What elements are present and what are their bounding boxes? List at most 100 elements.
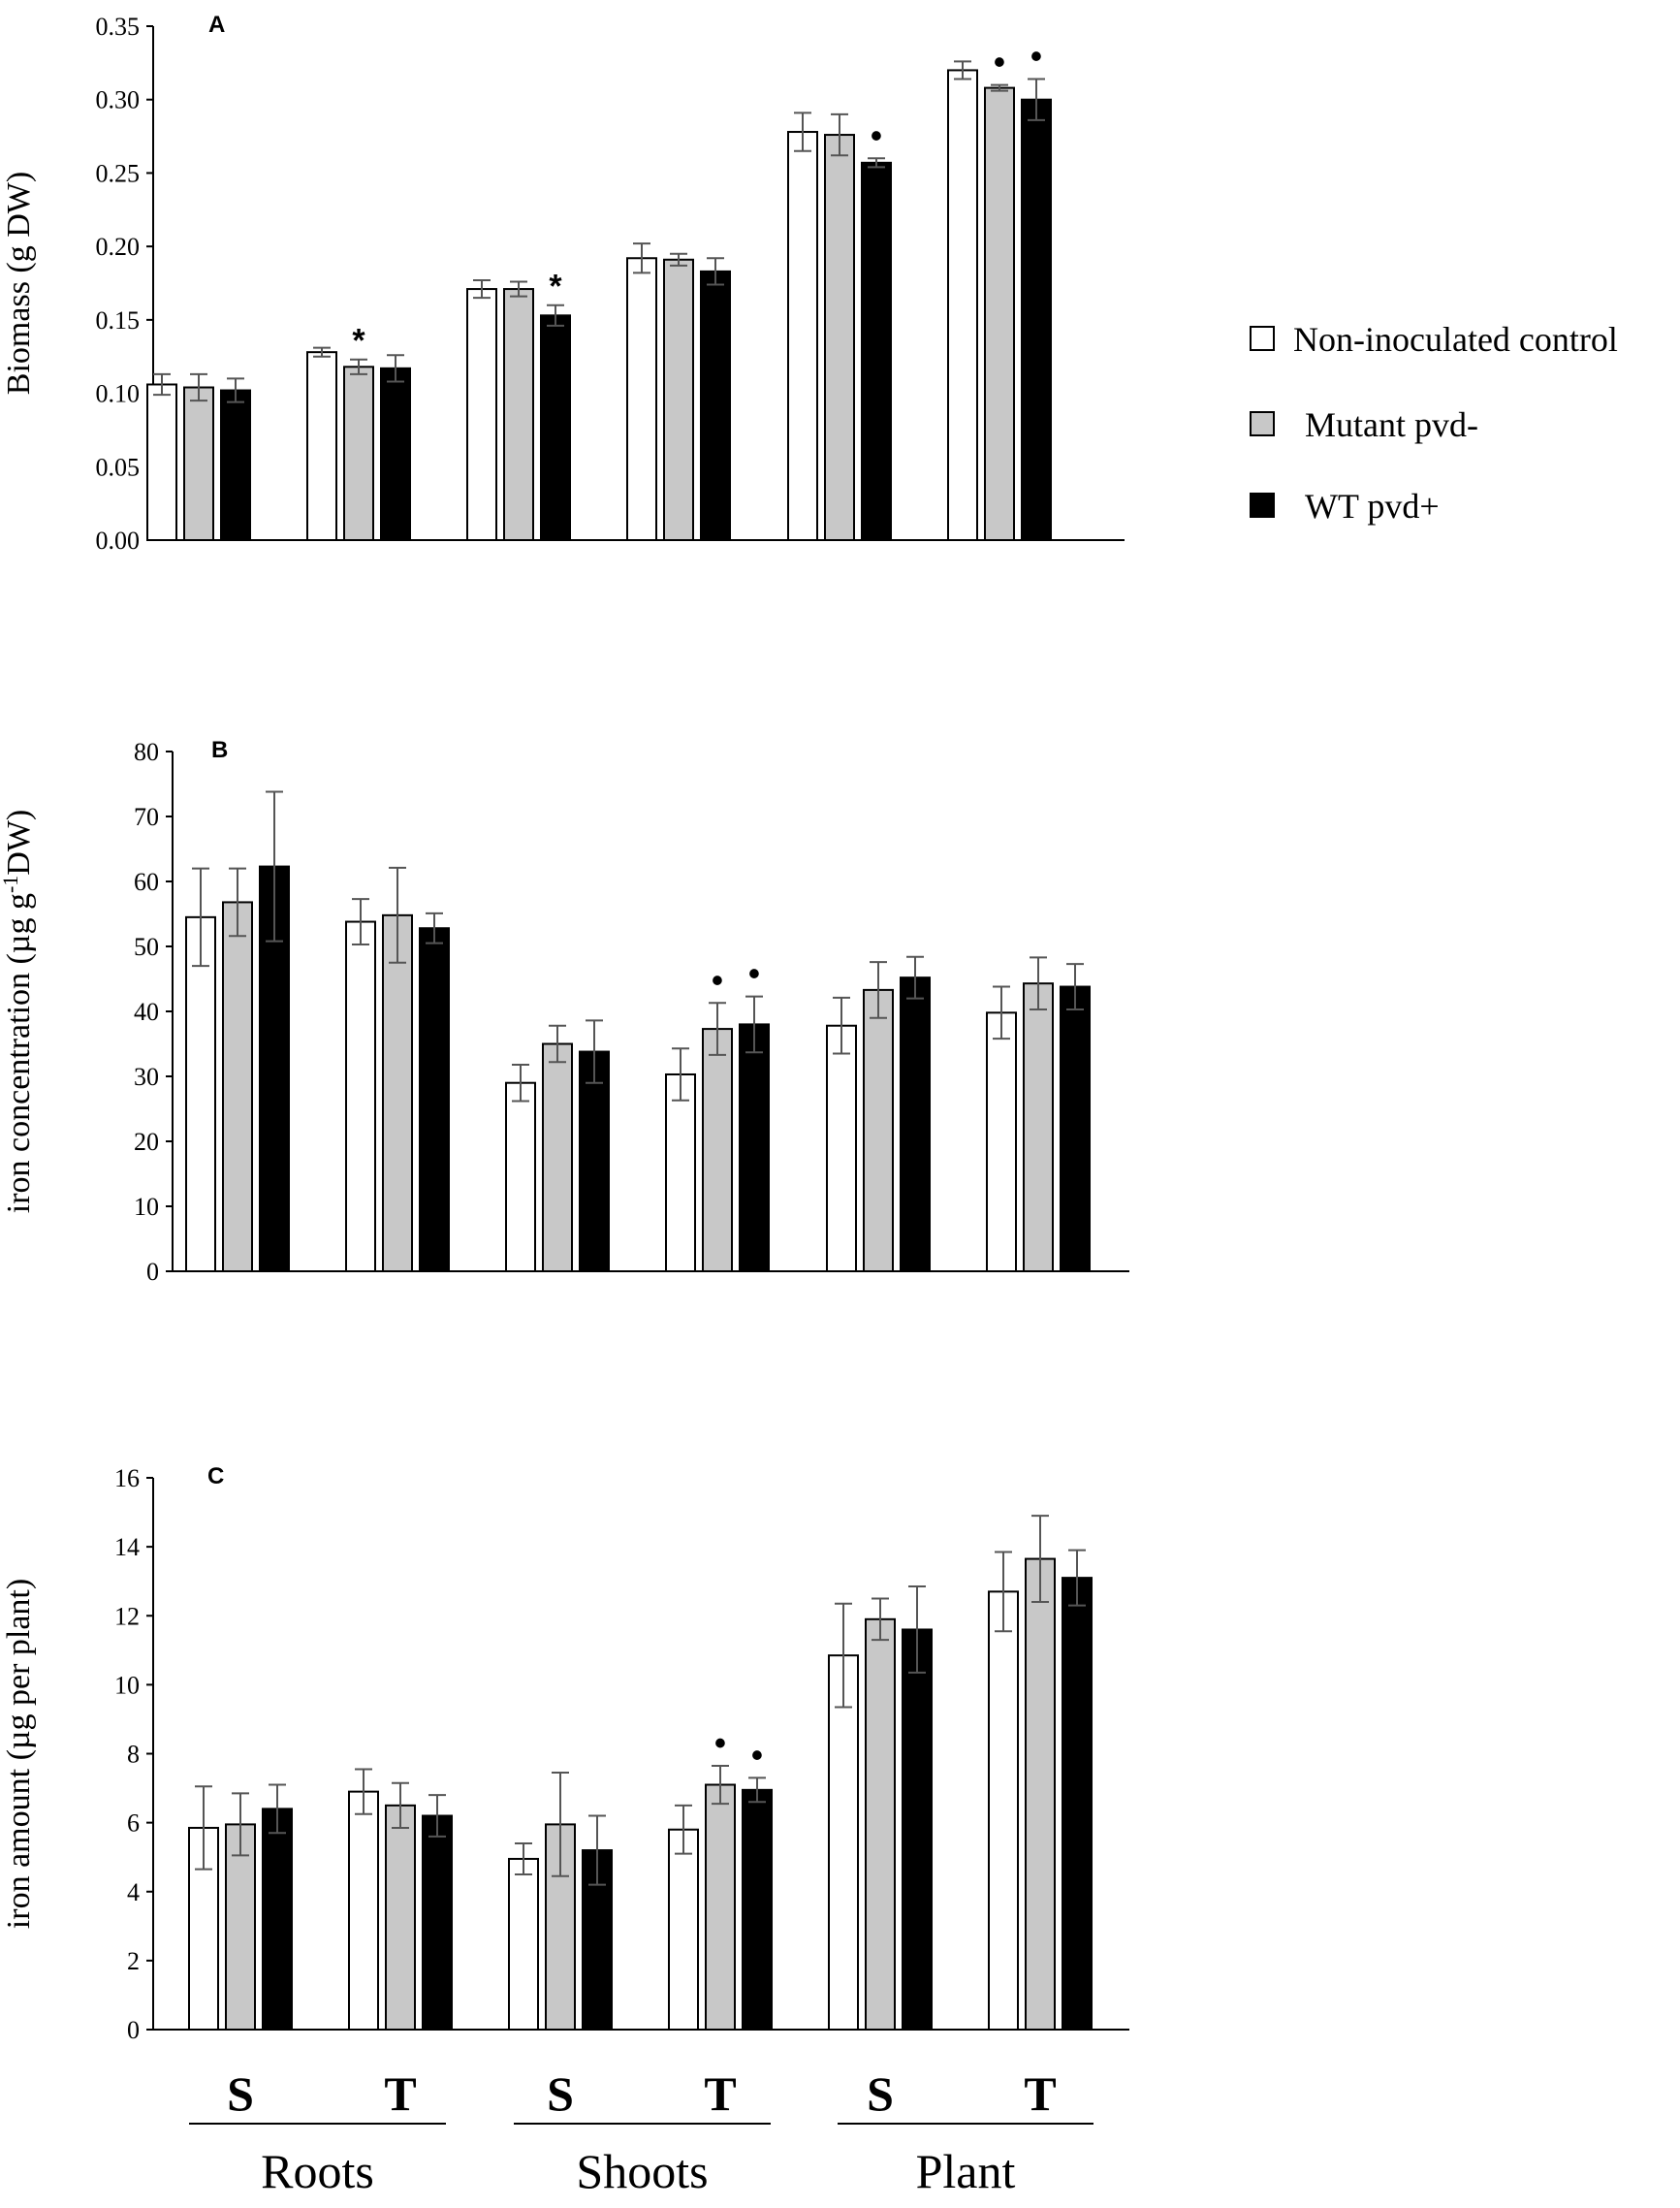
bar-mutant	[863, 988, 894, 1272]
bar-mutant	[705, 1783, 736, 2031]
y-tick-label: 30	[134, 1063, 159, 1091]
legend-label: Non-inoculated control	[1293, 320, 1618, 359]
legend-label: WT pvd+	[1305, 487, 1440, 526]
bar-wt	[220, 389, 251, 541]
bar-wt	[861, 161, 892, 541]
bar-mutant	[382, 913, 413, 1273]
bar-wt	[700, 270, 731, 541]
y-tick-label: 8	[127, 1741, 140, 1769]
legend-label: Mutant pvd-	[1305, 405, 1478, 444]
bar-control	[665, 1072, 696, 1272]
x-group-label: Shoots	[576, 2144, 708, 2198]
legend: Non-inoculated control Mutant pvd- WT pvd+	[1250, 320, 1618, 526]
y-axis-title: Biomass (g DW)	[1, 172, 37, 395]
bar-wt	[1021, 98, 1052, 541]
x-group-label: Plant	[916, 2144, 1016, 2198]
y-axis-title-part: iron concentration (µg g	[1, 893, 37, 1213]
bar-control	[668, 1828, 699, 2032]
y-axis-title-superscript: -1	[0, 876, 22, 893]
y-axis-title-part: DW)	[1, 810, 37, 876]
panel-label: A	[208, 12, 225, 38]
bar-mutant	[824, 134, 855, 542]
significance-mark: •	[1030, 39, 1042, 76]
y-tick-label: 40	[134, 998, 159, 1026]
bar-control	[348, 1790, 379, 2032]
panel-a: 0.00 0.05 0.10 0.15 0.20 0.25 0.30 0.35 A Biomass…	[1, 12, 1125, 555]
bar-wt	[739, 1023, 770, 1273]
bar-mutant	[385, 1804, 416, 2031]
y-tick-label: 0.20	[96, 233, 141, 261]
significance-mark: •	[871, 117, 882, 154]
y-tick-label: 0.25	[96, 159, 141, 187]
bar-control	[508, 1857, 539, 2031]
bar-mutant	[984, 86, 1015, 541]
significance-mark: •	[712, 962, 723, 999]
significance-mark: *	[549, 269, 562, 305]
y-tick-label: 0.05	[96, 453, 141, 481]
x-subcategory-label: T	[384, 2066, 416, 2121]
bar-control	[828, 1654, 859, 2031]
significance-mark: *	[352, 323, 365, 360]
legend-swatch-wt	[1250, 493, 1275, 518]
significance-mark: •	[714, 1725, 726, 1762]
bar-control	[986, 1011, 1017, 1272]
y-tick-label: 10	[134, 1193, 159, 1221]
y-tick-label: 0	[127, 2016, 140, 2044]
y-tick-label: 0	[146, 1258, 159, 1286]
bar-wt	[380, 367, 411, 542]
y-tick-label: 50	[134, 933, 159, 961]
bar-mutant	[1023, 982, 1054, 1272]
x-group-label: Roots	[261, 2144, 374, 2198]
bar-control	[947, 69, 978, 542]
y-tick-label: 6	[127, 1809, 140, 1838]
bar-control	[505, 1081, 536, 1272]
significance-mark: •	[751, 1737, 763, 1774]
bar-mutant	[503, 288, 534, 541]
y-tick-label: 80	[134, 738, 159, 766]
x-subcategory-label: S	[227, 2066, 254, 2121]
y-tick-label: 0.35	[96, 13, 141, 41]
bar-wt	[579, 1050, 610, 1273]
bar-mutant	[183, 386, 214, 541]
bar-wt	[262, 1808, 293, 2032]
y-tick-label: 12	[114, 1602, 140, 1630]
x-subcategory-label: T	[704, 2066, 736, 2121]
legend-swatch-control	[1250, 326, 1275, 351]
bar-mutant	[343, 366, 374, 542]
bar-wt	[1062, 1577, 1093, 2031]
x-subcategory-label: S	[547, 2066, 574, 2121]
y-axis-title: iron concentration (µg g-1DW)	[0, 810, 37, 1214]
bar-mutant	[1025, 1557, 1056, 2032]
y-tick-label: 60	[134, 868, 159, 896]
y-tick-label: 2	[127, 1947, 140, 1975]
bar-control	[306, 351, 337, 541]
bar-control	[787, 131, 818, 541]
panel-label: C	[207, 1463, 224, 1489]
y-tick-label: 16	[114, 1464, 140, 1492]
bar-mutant	[222, 901, 253, 1272]
y-tick-label: 20	[134, 1128, 159, 1156]
bar-wt	[742, 1788, 773, 2031]
bar-wt	[422, 1814, 453, 2031]
bar-control	[466, 288, 497, 541]
y-tick-label: 0.30	[96, 86, 141, 114]
significance-mark: •	[748, 956, 760, 993]
significance-mark: •	[994, 45, 1005, 81]
bar-mutant	[663, 258, 694, 541]
bar-control	[185, 915, 216, 1272]
y-tick-label: 4	[127, 1878, 140, 1906]
bar-mutant	[542, 1042, 573, 1272]
bar-control	[826, 1024, 857, 1272]
legend-swatch-mutant	[1250, 411, 1275, 436]
y-tick-label: 14	[114, 1533, 140, 1561]
x-subcategory-label: S	[867, 2066, 894, 2121]
bar-wt	[902, 1628, 933, 2031]
y-axis-title: iron amount (µg per plant)	[1, 1579, 37, 1929]
bar-control	[626, 257, 657, 541]
y-tick-label: 70	[134, 803, 159, 831]
y-tick-label: 0.10	[96, 380, 141, 408]
